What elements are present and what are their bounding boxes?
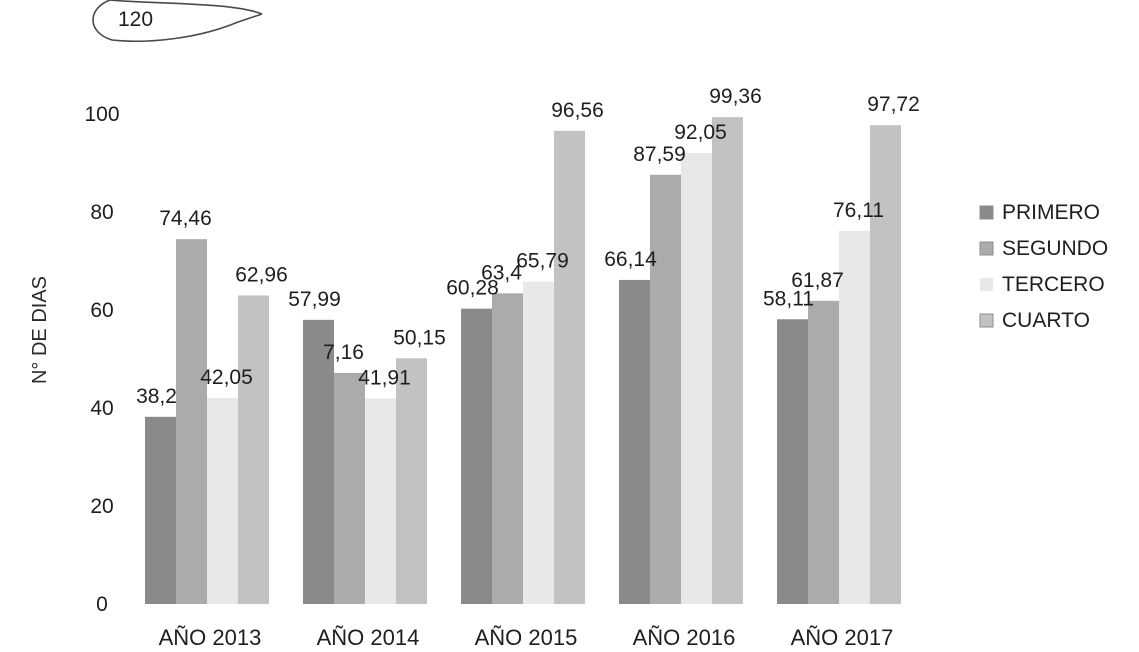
x-category-label: AÑO 2016 [633,625,736,650]
data-label: 65,79 [516,250,569,273]
x-category-label: AÑO 2015 [475,625,578,650]
bar-tercero [681,152,712,604]
bar-primero [145,416,176,604]
data-label: 92,05 [674,121,727,144]
y-tick-label: 0 [96,593,108,616]
bar-tercero [365,398,396,604]
bar-primero [303,319,334,604]
data-label: 38,2 [136,385,177,408]
data-label: 74,46 [159,207,212,230]
bar-segundo [492,293,523,604]
y-tick-label: 80 [90,201,113,224]
data-label: 60,28 [446,277,499,300]
legend-swatch-segundo [979,241,994,256]
data-label: 63,4 [481,261,522,284]
bar-segundo [808,300,839,604]
bar-cuarto [554,130,585,604]
bar-segundo [334,372,365,604]
legend-label-cuarto: CUARTO [1002,309,1090,332]
bar-cuarto [396,358,427,604]
data-label: 61,87 [791,269,844,292]
x-category-label: AÑO 2014 [317,625,420,650]
data-label: 76,11 [833,199,884,222]
bar-tercero [523,281,554,604]
bar-primero [777,319,808,604]
y-tick-label: 40 [90,397,113,420]
x-category-label: AÑO 2013 [159,625,262,650]
data-label: 7,16 [323,341,364,364]
data-label: 41,91 [358,367,411,390]
legend-swatch-cuarto [979,313,994,328]
data-label: 99,36 [709,85,762,108]
data-label: 57,99 [288,288,341,311]
bar-tercero [839,231,870,604]
legend-label-primero: PRIMERO [1002,201,1100,224]
bar-segundo [650,174,681,604]
y-tick-label: 100 [84,103,119,126]
data-label: 50,15 [393,326,446,349]
bar-cuarto [712,117,743,605]
data-label: 58,11 [763,287,814,310]
data-label: 97,72 [867,93,920,116]
y-tick-label: 60 [90,299,113,322]
x-category-label: AÑO 2017 [791,625,894,650]
bar-primero [461,308,492,604]
data-label: 62,96 [235,263,288,286]
data-label: 42,05 [200,366,253,389]
y-axis-title: N° DE DIAS [29,276,51,384]
bar-segundo [176,239,207,604]
legend-swatch-tercero [980,278,993,291]
data-label: 66,14 [604,248,657,271]
legend-label-tercero: TERCERO [1002,273,1105,296]
hand-drawn-annotation [92,0,263,42]
legend-label-segundo: SEGUNDO [1002,237,1108,260]
bar-cuarto [238,295,269,604]
bar-primero [619,279,650,604]
y-tick-label: 20 [90,495,113,518]
data-label: 96,56 [551,99,604,122]
legend-swatch-primero [979,205,994,220]
bar-tercero [207,397,238,604]
data-label: 87,59 [633,143,686,166]
bar-cuarto [870,125,901,604]
y-tick-label-120: 120 [118,8,153,31]
